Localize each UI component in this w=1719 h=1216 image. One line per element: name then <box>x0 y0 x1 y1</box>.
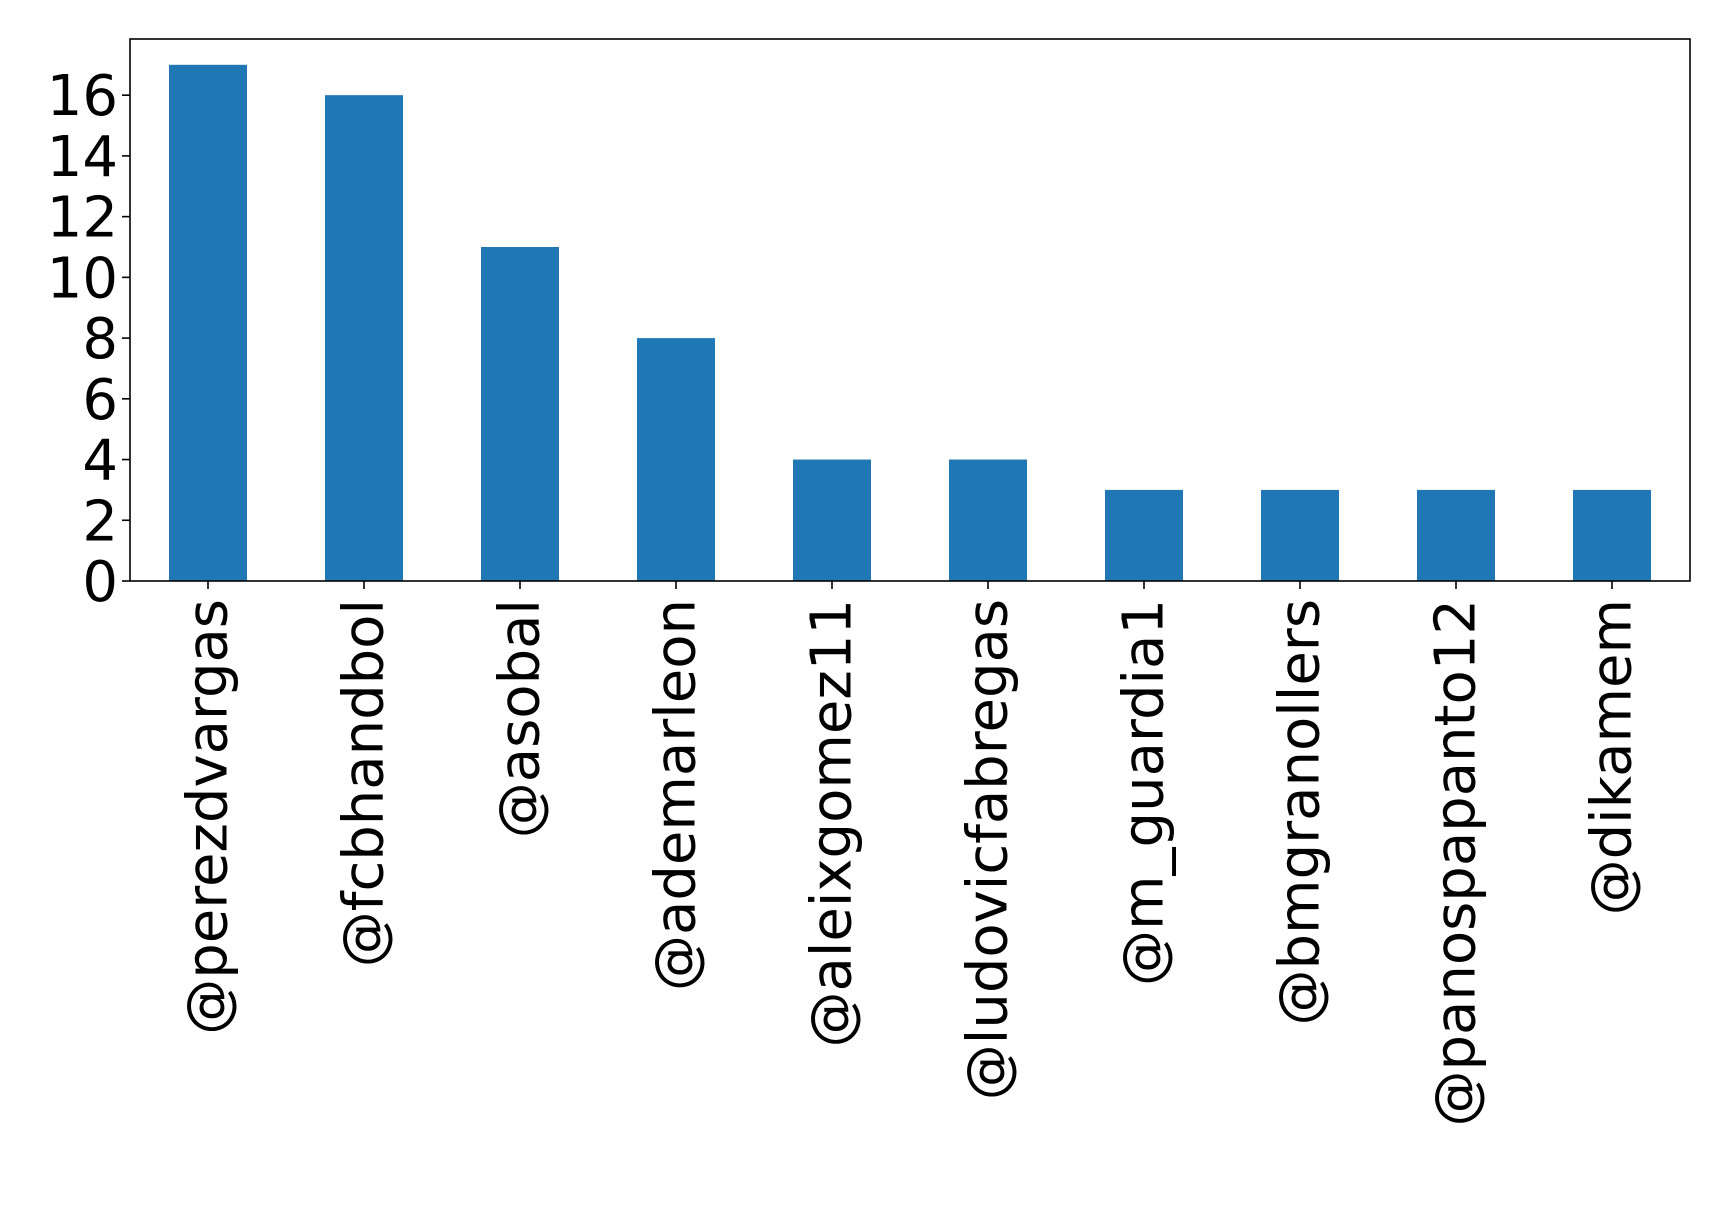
x-tick-label: @panospapanto12 <box>1424 599 1489 1127</box>
x-tick-label: @bmgranollers <box>1268 599 1333 1026</box>
bar <box>793 459 871 581</box>
bar <box>637 338 715 581</box>
bar <box>1105 489 1183 581</box>
bar <box>949 459 1027 581</box>
y-tick-label: 0 <box>82 550 118 615</box>
y-tick-label: 4 <box>82 429 118 494</box>
y-tick-label: 16 <box>47 64 118 129</box>
x-tick-label: @dikamem <box>1580 599 1645 915</box>
x-tick-label: @aleixgomez11 <box>800 599 865 1048</box>
y-tick-label: 6 <box>82 368 118 433</box>
x-tick-label: @ludovicfabregas <box>956 599 1021 1100</box>
bar <box>1573 489 1651 581</box>
x-tick-label: @fcbhandbol <box>332 599 397 967</box>
x-axis: @perezdvargas @fcbhandbol @asobal @ademarle… <box>176 581 1645 1127</box>
bars-group <box>169 64 1651 582</box>
y-tick-label: 14 <box>47 125 118 190</box>
y-tick-label: 8 <box>82 307 118 372</box>
y-tick-label: 2 <box>82 489 118 554</box>
x-tick-label: @m_guardia1 <box>1112 599 1177 986</box>
plot-frame <box>129 38 1691 582</box>
x-tick-label: @ademarleon <box>644 599 709 991</box>
x-tick-label: @perezdvargas <box>176 599 241 1035</box>
bar <box>481 246 559 582</box>
bar <box>169 64 247 582</box>
y-tick-label: 12 <box>47 186 118 251</box>
bar <box>1261 489 1339 581</box>
x-tick-label: @asobal <box>488 599 553 838</box>
bar <box>325 95 403 581</box>
bar <box>1417 489 1495 581</box>
y-tick-label: 10 <box>47 246 118 311</box>
